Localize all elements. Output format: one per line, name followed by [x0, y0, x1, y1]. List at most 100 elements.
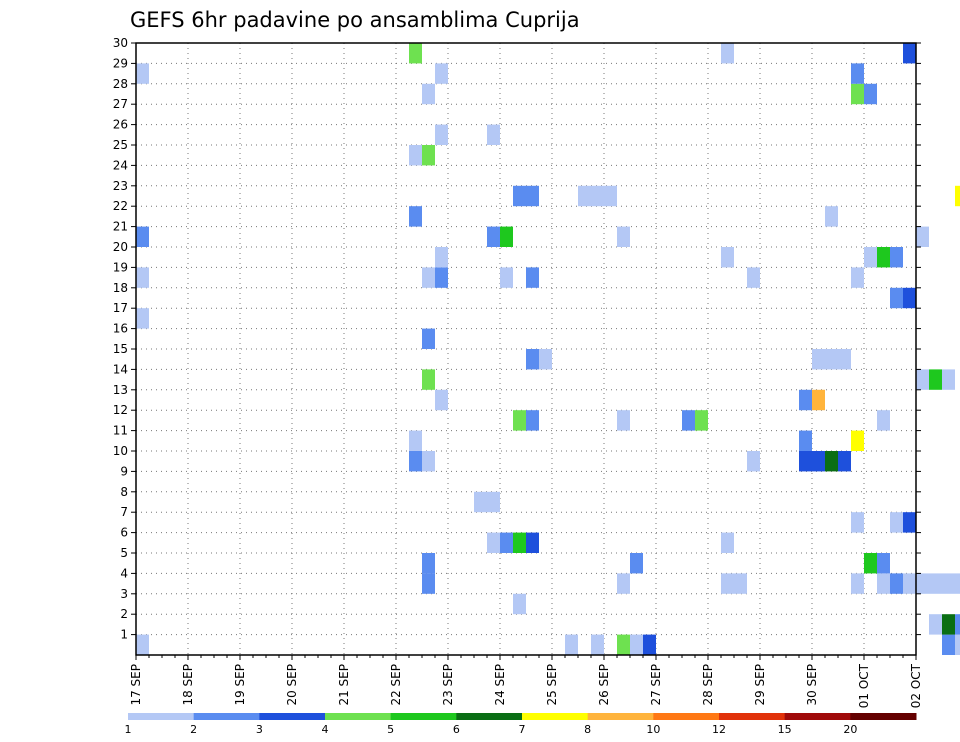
heatmap-cell	[487, 226, 500, 247]
colorbar-swatch	[128, 713, 195, 720]
colorbar-swatch	[850, 713, 917, 720]
x-tick-label: 01 OCT	[857, 663, 871, 708]
y-tick-label: 11	[113, 424, 128, 438]
y-tick-label: 15	[113, 342, 128, 356]
heatmap-cell	[851, 83, 864, 105]
heatmap-cell	[812, 389, 825, 411]
x-tick-label: 20 SEP	[285, 664, 299, 706]
colorbar-label: 5	[387, 723, 394, 736]
heatmap-cell	[409, 43, 422, 64]
heatmap-cell	[500, 532, 513, 553]
y-tick-label: 5	[120, 546, 128, 560]
heatmap-cell	[799, 430, 812, 451]
heatmap-cell	[539, 349, 552, 370]
heatmap-cell	[526, 532, 539, 553]
colorbar-swatch	[784, 713, 851, 720]
heatmap-cell	[617, 410, 630, 431]
colorbar-label: 10	[646, 723, 660, 736]
y-tick-label: 20	[113, 240, 128, 254]
x-tick-label: 21 SEP	[337, 664, 351, 706]
heatmap-cell	[591, 185, 604, 207]
heatmap-cell	[721, 573, 734, 594]
heatmap-cell	[136, 226, 149, 247]
colorbar-label: 6	[453, 723, 460, 736]
x-tick-label: 17 SEP	[129, 664, 143, 706]
heatmap-cell	[890, 247, 903, 268]
y-tick-label: 12	[113, 403, 128, 417]
heatmap-cell	[903, 287, 916, 309]
heatmap-cell	[942, 369, 955, 390]
heatmap-cell	[422, 369, 435, 390]
y-tick-label: 2	[120, 607, 128, 621]
y-tick-label: 25	[113, 138, 128, 152]
heatmap-cell	[617, 573, 630, 594]
y-tick-label: 30	[113, 36, 128, 50]
y-tick-label: 6	[120, 526, 128, 540]
heatmap-cell	[513, 410, 526, 431]
heatmap-cell	[799, 389, 812, 411]
heatmap-cell	[955, 573, 960, 594]
y-tick-label: 1	[120, 628, 128, 642]
heatmap-cell	[409, 451, 422, 472]
heatmap-cell	[812, 451, 825, 472]
x-tick-label: 02 OCT	[909, 663, 923, 708]
heatmap-cell	[851, 512, 864, 533]
heatmap-cell	[513, 593, 526, 615]
x-tick-label: 30 SEP	[805, 664, 819, 706]
x-tick-label: 25 SEP	[545, 664, 559, 706]
heatmap-cell	[929, 614, 942, 635]
heatmap-cell	[877, 573, 890, 594]
x-tick-label: 27 SEP	[649, 664, 663, 706]
x-axis: 17 SEP 18 SEP 19 SEP 20 SEP 21 SEP 22 SEP 23 S…	[129, 655, 923, 708]
heatmap-cell	[864, 83, 877, 105]
y-tick-label: 22	[113, 199, 128, 213]
y-tick-label: 18	[113, 281, 128, 295]
colorbar-swatch	[587, 713, 654, 720]
colorbar-swatch	[259, 713, 326, 720]
heatmap-cell	[487, 124, 500, 145]
heatmap-cell	[721, 43, 734, 64]
x-tick-label: 26 SEP	[597, 664, 611, 706]
heatmap-cell	[422, 553, 435, 574]
heatmap-cell	[877, 410, 890, 431]
colorbar-label: 1	[125, 723, 132, 736]
x-tick-label: 29 SEP	[753, 664, 767, 706]
heatmap-cell	[136, 267, 149, 288]
heatmap-cell	[422, 145, 435, 166]
heatmap-cell	[487, 532, 500, 553]
heatmap-cell	[864, 247, 877, 268]
heatmap-cell	[604, 185, 617, 207]
colorbar-label: 4	[322, 723, 329, 736]
y-axis: 1234567891011121314151617181920212223242…	[113, 36, 921, 642]
y-tick-label: 26	[113, 118, 128, 132]
heatmap-cell	[409, 145, 422, 166]
colorbar-label: 7	[519, 723, 526, 736]
heatmap-cell	[747, 451, 760, 472]
heatmap-cell	[682, 410, 695, 431]
y-tick-label: 17	[113, 301, 128, 315]
heatmap-cell	[617, 634, 630, 655]
y-tick-label: 14	[113, 362, 128, 376]
heatmap-cell	[890, 512, 903, 533]
heatmap-cell	[864, 553, 877, 574]
y-tick-label: 27	[113, 97, 128, 111]
heatmap-cell	[526, 267, 539, 288]
heatmap-cell	[136, 308, 149, 329]
colorbar-label: 2	[190, 723, 197, 736]
heatmap-cells	[136, 43, 960, 655]
colorbar-label: 20	[843, 723, 857, 736]
heatmap-cell	[890, 573, 903, 594]
heatmap-cell	[955, 634, 960, 655]
heatmap-cell	[955, 614, 960, 635]
colorbar-swatch	[325, 713, 392, 720]
y-tick-label: 16	[113, 322, 128, 336]
heatmap-cell	[825, 206, 838, 227]
y-tick-label: 21	[113, 220, 128, 234]
heatmap-cell	[929, 573, 942, 594]
heatmap-cell	[851, 267, 864, 288]
heatmap-cell	[617, 226, 630, 247]
chart-title: GEFS 6hr padavine po ansamblima Cuprija	[130, 8, 580, 32]
heatmap-cell	[942, 634, 955, 655]
colorbar-swatch	[653, 713, 720, 720]
heatmap-cell	[916, 369, 929, 390]
